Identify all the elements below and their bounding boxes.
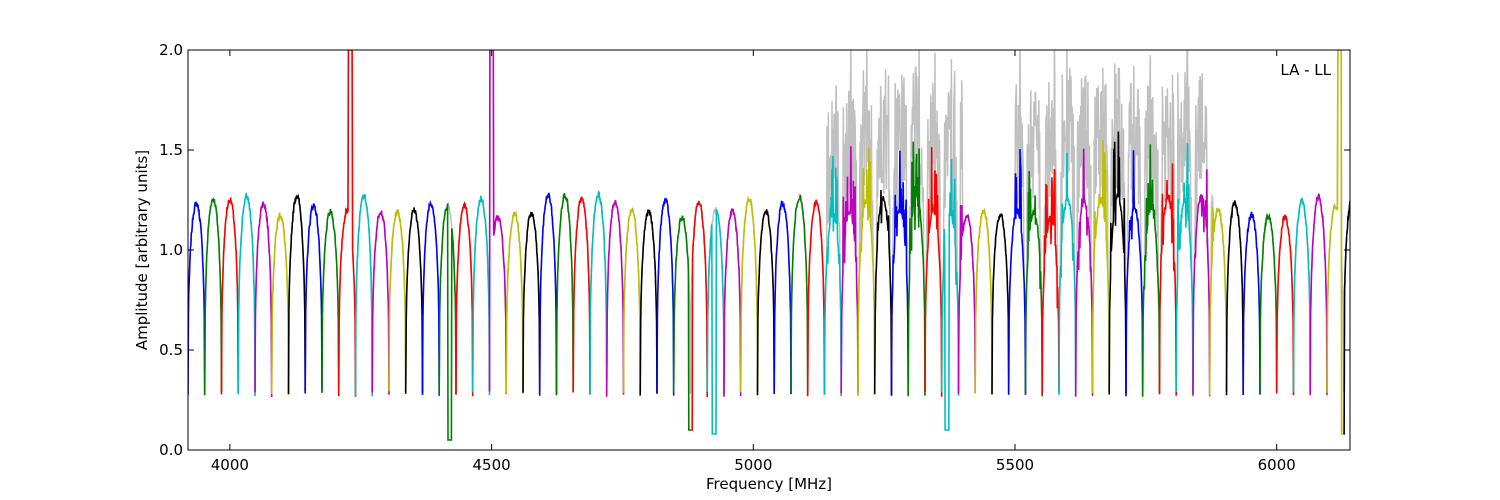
- channel-line: [1125, 150, 1144, 397]
- channel-line: [287, 193, 306, 395]
- channel-line: [1309, 193, 1328, 396]
- background-channel-line: [924, 52, 943, 397]
- channel-line: [1108, 131, 1127, 395]
- background-channel-line: [1158, 74, 1177, 396]
- channel-line: [455, 201, 474, 397]
- channel-line: [1275, 214, 1295, 396]
- y-tick-label: 0.5: [159, 341, 183, 359]
- channel-line: [639, 209, 658, 396]
- channel-line: [555, 193, 574, 396]
- channel-line: [890, 150, 909, 396]
- channel-line: [1225, 200, 1244, 396]
- channel-line: [1208, 206, 1228, 396]
- channel-line: [739, 195, 759, 393]
- channel-line: [806, 199, 826, 397]
- channel-line: [203, 196, 223, 396]
- channel-line: [1091, 140, 1110, 394]
- channel-line: [974, 207, 993, 394]
- background-channel-line: [840, 50, 859, 394]
- channel-line: [1058, 152, 1077, 397]
- background-channel-line: [873, 69, 893, 396]
- channel-line: [1007, 149, 1027, 395]
- channel-line: [371, 210, 390, 395]
- x-axis-ticks: 4000 4500 5000 5500 6000: [211, 50, 1296, 474]
- background-channel-line: [890, 74, 909, 396]
- channel-line: [589, 190, 608, 397]
- channel-line: [924, 147, 943, 397]
- x-tick-label: 4000: [211, 456, 249, 474]
- channel-line: [522, 211, 541, 395]
- channel-line: [622, 207, 641, 393]
- channel-line: [572, 196, 591, 395]
- channel-line: [706, 209, 725, 435]
- channel-line: [773, 199, 792, 395]
- channel-line: [304, 203, 323, 394]
- channel-line: [220, 197, 239, 395]
- background-channel-line: [1141, 55, 1161, 397]
- channel-line: [388, 209, 407, 394]
- channel-line: [1242, 211, 1261, 395]
- chart-annotation: LA - LL: [1280, 61, 1331, 79]
- channel-line: [471, 195, 491, 396]
- channel-line: [1343, 199, 1350, 435]
- channel-line: [790, 193, 809, 396]
- channel-line: [337, 50, 357, 397]
- channel-line: [505, 210, 524, 394]
- channel-line: [1259, 212, 1278, 394]
- channel-line: [1024, 171, 1043, 397]
- channel-line: [270, 211, 290, 396]
- background-channel-line: [823, 85, 842, 397]
- y-tick-label: 1.5: [159, 141, 183, 159]
- channel-line: [907, 141, 926, 397]
- x-axis-label: Frequency [MHz]: [706, 475, 832, 493]
- channel-line: [1141, 144, 1161, 397]
- channel-line: [1158, 163, 1177, 396]
- channel-line: [857, 147, 876, 397]
- channel-line: [254, 201, 273, 398]
- channel-line: [840, 146, 859, 394]
- channel-line: [538, 192, 558, 396]
- channel-line: [354, 193, 373, 397]
- channel-line: [488, 50, 507, 395]
- background-channel-line: [1175, 50, 1194, 397]
- channel-series: [188, 50, 1350, 441]
- channel-line: [723, 208, 742, 397]
- channel-line: [1192, 169, 1211, 397]
- y-tick-label: 1.0: [159, 241, 183, 259]
- channel-line: [756, 209, 775, 396]
- x-tick-label: 6000: [1258, 456, 1296, 474]
- x-tick-label: 4500: [472, 456, 510, 474]
- channel-line: [940, 159, 960, 431]
- channel-line: [188, 201, 206, 396]
- channel-line: [1041, 168, 1060, 395]
- channel-line: [690, 200, 708, 431]
- background-channel-line: [907, 50, 926, 397]
- y-axis-label: Amplitude [arbitrary units]: [133, 150, 151, 350]
- y-tick-label: 2.0: [159, 41, 183, 59]
- channel-line: [873, 189, 893, 396]
- channel-line: [991, 213, 1010, 395]
- channel-line: [1292, 196, 1311, 393]
- channel-line: [1074, 148, 1094, 397]
- background-channel-line: [1024, 90, 1043, 397]
- channel-line: [1175, 143, 1194, 397]
- channel-line: [404, 207, 424, 395]
- y-tick-label: 0.0: [159, 441, 183, 459]
- channel-line: [237, 192, 256, 397]
- x-tick-label: 5000: [734, 456, 772, 474]
- channel-line: [605, 200, 625, 397]
- x-tick-label: 5500: [996, 456, 1034, 474]
- channel-line: [438, 203, 457, 441]
- channel-line: [672, 215, 691, 431]
- channel-line: [421, 199, 440, 396]
- channel-line: [823, 155, 842, 397]
- channel-line: [321, 208, 340, 394]
- background-channel-line: [1091, 67, 1110, 394]
- y-axis-ticks: 0.0 0.5 1.0 1.5 2.0: [159, 41, 1350, 459]
- channel-line: [1326, 50, 1344, 435]
- channel-line: [957, 204, 976, 394]
- channel-line: [656, 197, 675, 396]
